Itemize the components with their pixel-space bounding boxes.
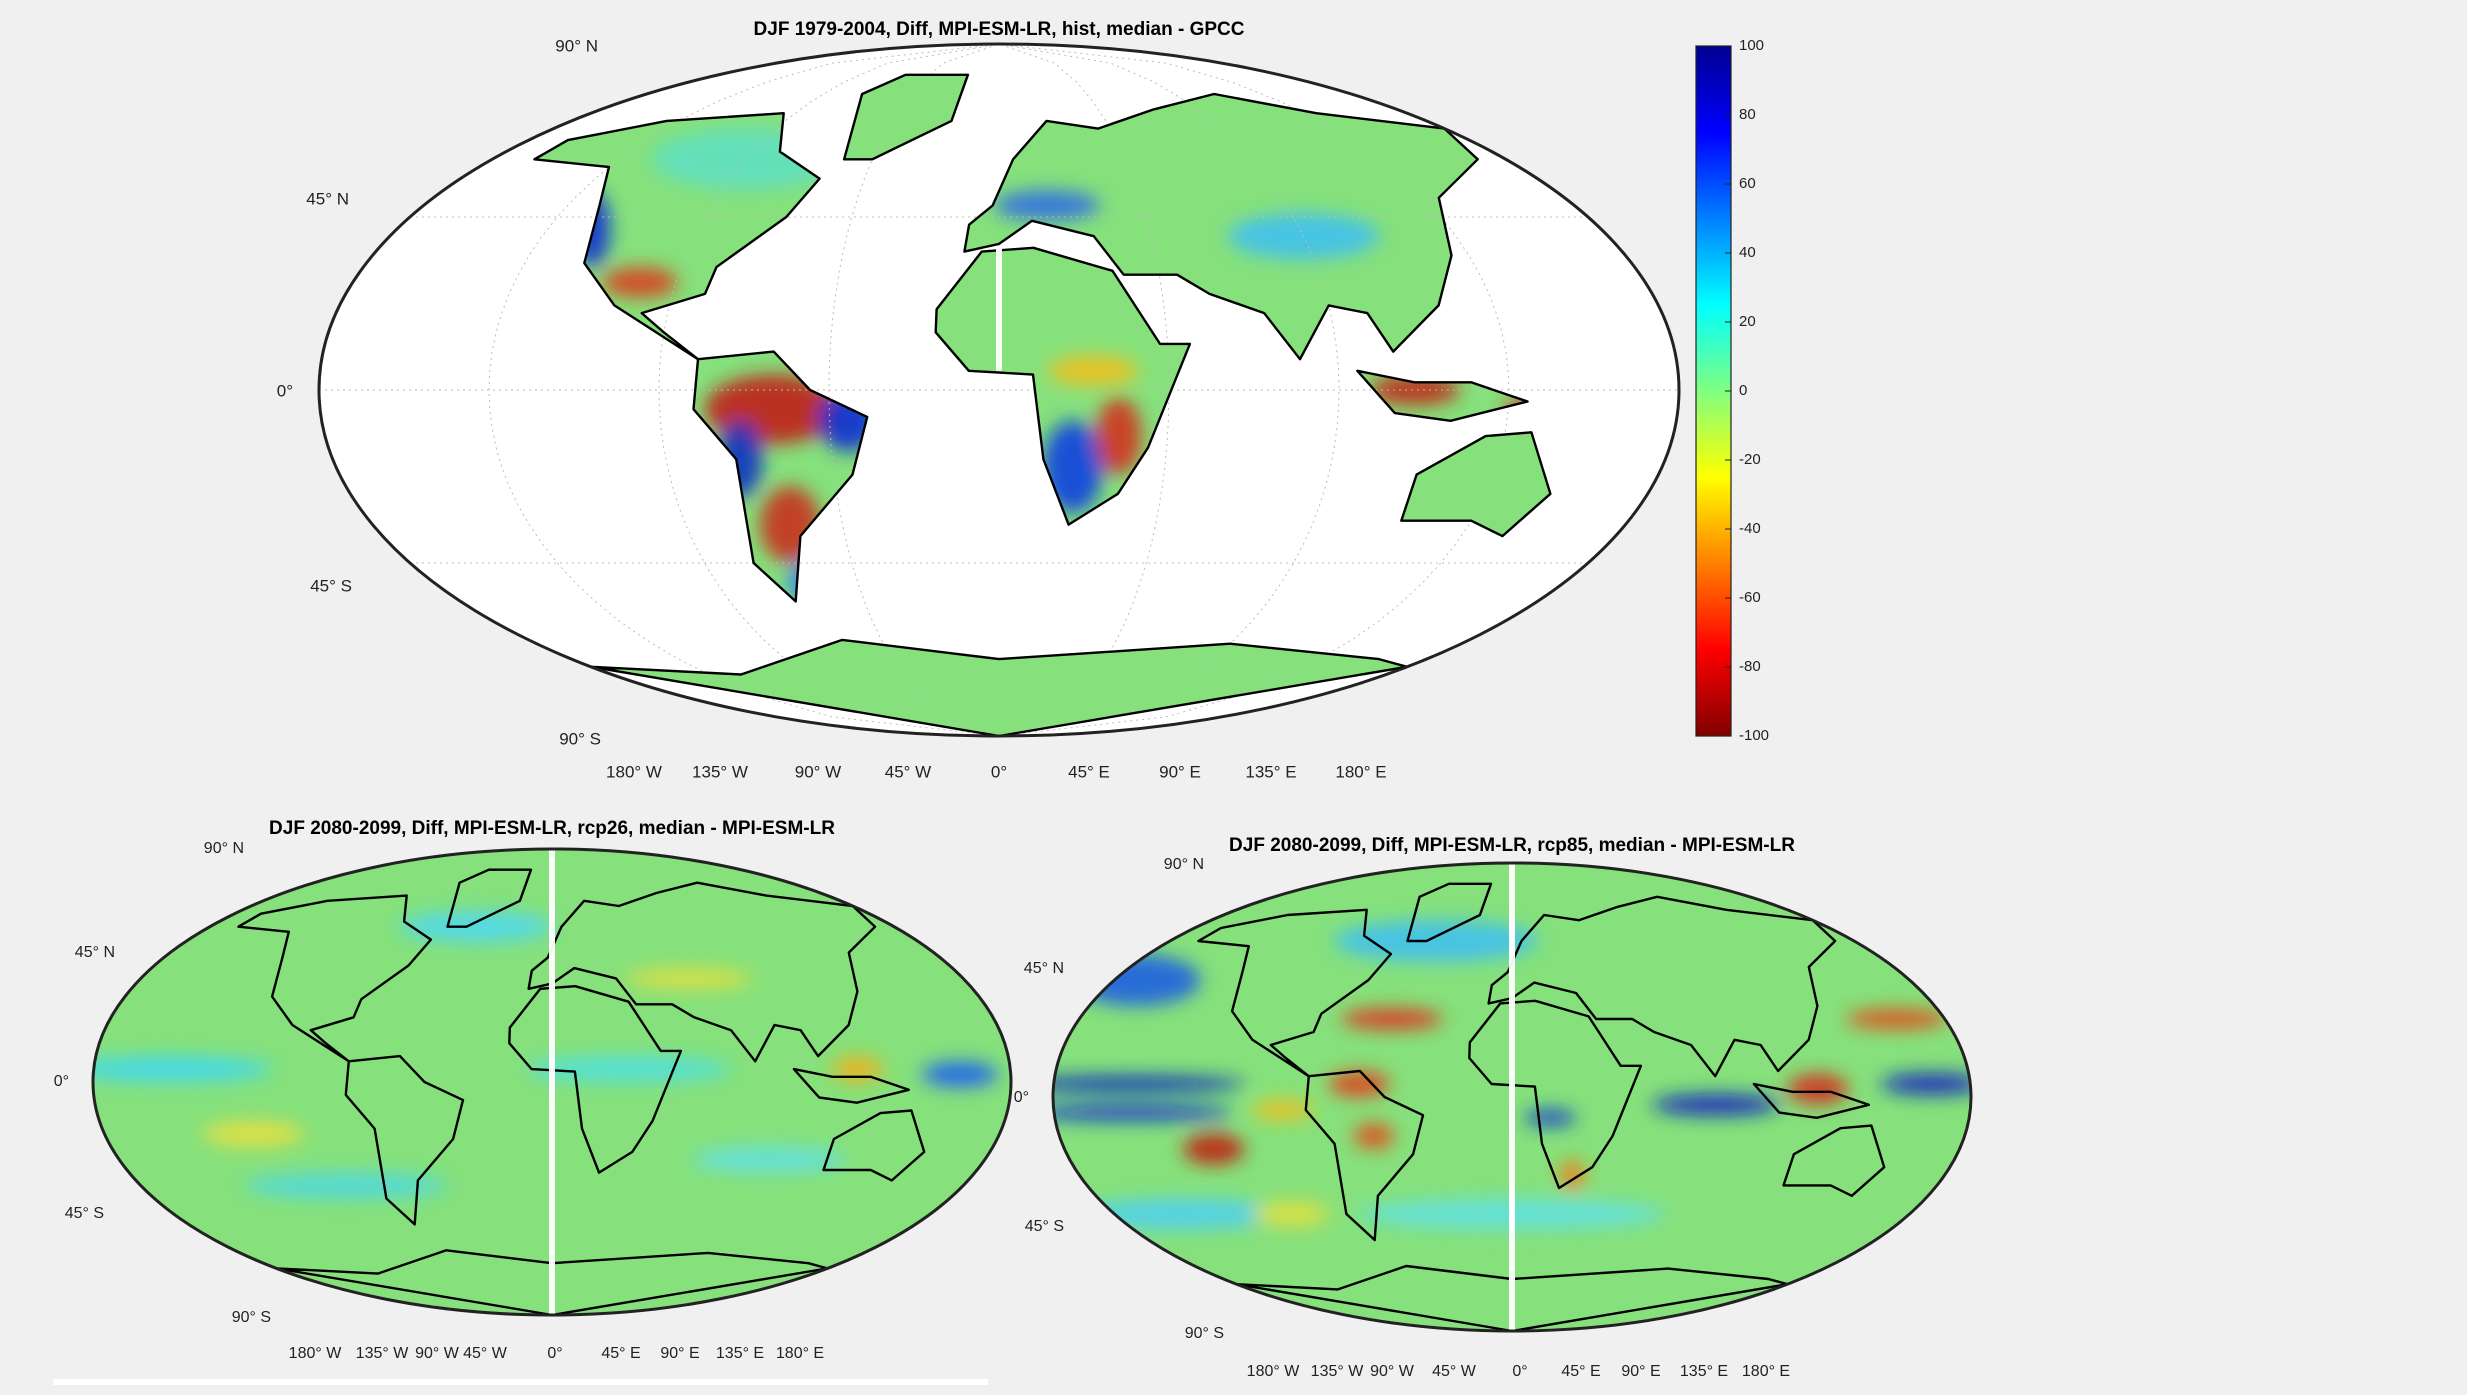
lat-label: 90° N	[555, 36, 598, 55]
anomaly	[921, 1061, 999, 1088]
colorbar-tick-label: 20	[1739, 313, 1756, 330]
anomaly	[202, 1120, 305, 1147]
anomaly	[93, 1056, 273, 1082]
lon-label: 45° E	[601, 1345, 640, 1362]
graticule	[488, 43, 1000, 737]
field-anomalies	[1053, 920, 1971, 1230]
lon-label: 0°	[991, 762, 1007, 781]
colorbar-tick-label: -40	[1739, 520, 1761, 537]
lat-label: 90° N	[1164, 856, 1204, 873]
lon-label: 45° E	[1068, 762, 1110, 781]
colorbar-tick-label: 40	[1739, 244, 1756, 261]
anomaly	[1042, 420, 1103, 514]
lat-label: 90° S	[1185, 1325, 1224, 1342]
map-title: DJF 2080-2099, Diff, MPI-ESM-LR, rcp85, …	[1229, 835, 1795, 856]
lon-label: 45° W	[463, 1345, 508, 1362]
anomaly	[1652, 1094, 1780, 1116]
anomaly	[1252, 1201, 1330, 1227]
colorbar-tick-label: -60	[1739, 589, 1761, 606]
lon-label: 135° W	[356, 1345, 410, 1362]
anomaly	[1353, 1123, 1395, 1149]
map-field	[93, 911, 999, 1199]
lon-label: 90° W	[1370, 1363, 1415, 1380]
anomaly	[691, 1146, 845, 1173]
anomaly	[1053, 1076, 1245, 1092]
lon-label: 135° W	[692, 762, 748, 781]
lat-label: 45° N	[306, 189, 349, 208]
lon-label: 180° E	[1335, 762, 1386, 781]
lat-label: 45° S	[1025, 1218, 1064, 1235]
lat-label: 90° S	[232, 1309, 271, 1326]
anomaly	[1881, 1073, 1971, 1095]
anomaly	[1047, 355, 1139, 387]
coastline	[237, 868, 926, 1317]
map-frame	[1051, 861, 1973, 1333]
colorbar-tick-label: 80	[1739, 106, 1756, 123]
colorbar-tick-label: 60	[1739, 175, 1756, 192]
lon-label: 45° E	[1561, 1363, 1600, 1380]
anomaly	[1845, 1008, 1948, 1030]
anomaly	[1328, 1071, 1390, 1097]
lat-label: 45° S	[310, 576, 352, 595]
map-field	[1053, 920, 1971, 1230]
map-frame	[91, 847, 1013, 1317]
lon-label: 135° W	[1311, 1363, 1365, 1380]
lon-label: 45° W	[1432, 1363, 1477, 1380]
colorbar-tick-label: 0	[1739, 382, 1747, 399]
lon-label: 90° W	[415, 1345, 460, 1362]
map-title: DJF 2080-2099, Diff, MPI-ESM-LR, rcp26, …	[269, 818, 835, 839]
lon-label: 90° E	[660, 1345, 699, 1362]
colorbar-tick-label: -80	[1739, 658, 1761, 675]
anomaly	[602, 266, 678, 298]
lat-label: 45° N	[1024, 960, 1064, 977]
colorbar-tick-label: -100	[1739, 727, 1769, 744]
lon-label: 45° W	[885, 762, 931, 781]
lon-label: 135° E	[716, 1345, 764, 1362]
anomaly	[994, 190, 1100, 221]
lon-label: 180° E	[776, 1345, 824, 1362]
lat-label: 0°	[1014, 1089, 1029, 1106]
anomaly	[1078, 1198, 1283, 1230]
colorbar-tick-label: 100	[1739, 37, 1764, 54]
anomaly	[1340, 1008, 1443, 1030]
lon-label: 90° E	[1159, 762, 1201, 781]
anomaly	[1183, 1133, 1245, 1165]
anomaly	[832, 1056, 884, 1082]
anomaly	[526, 1056, 731, 1082]
anomaly	[1524, 1110, 1576, 1126]
map-frame	[317, 42, 1681, 738]
scroll-bar	[53, 1379, 988, 1385]
lon-label: 180° W	[1247, 1363, 1301, 1380]
lon-label: 0°	[547, 1345, 562, 1362]
lat-label: 45° S	[65, 1205, 104, 1222]
lat-label: 45° N	[75, 944, 115, 961]
lat-label: 90° S	[559, 729, 601, 748]
lon-label: 180° E	[1742, 1363, 1790, 1380]
map-title: DJF 1979-2004, Diff, MPI-ESM-LR, hist, m…	[754, 19, 1245, 40]
lat-label: 0°	[277, 381, 293, 400]
anomaly	[1096, 397, 1142, 475]
coastline	[1197, 882, 1886, 1333]
coastline	[533, 73, 1552, 738]
lon-label: 135° E	[1680, 1363, 1728, 1380]
anomaly	[399, 911, 553, 943]
lon-label: 180° W	[289, 1345, 343, 1362]
anomaly	[1252, 1099, 1314, 1121]
lat-label: 90° N	[204, 840, 244, 857]
anomaly	[625, 968, 753, 989]
lon-label: 90° E	[1621, 1363, 1660, 1380]
lon-label: 0°	[1512, 1363, 1527, 1380]
anomaly	[1053, 1104, 1233, 1121]
field-anomalies	[93, 911, 999, 1199]
lon-label: 180° W	[606, 762, 662, 781]
lon-label: 90° W	[795, 762, 841, 781]
anomaly	[1787, 1073, 1849, 1105]
lat-label: 0°	[54, 1073, 69, 1090]
colorbar-tick-label: -20	[1739, 451, 1761, 468]
lon-label: 135° E	[1245, 762, 1296, 781]
anomaly	[244, 1172, 449, 1199]
graticule	[998, 43, 1510, 737]
